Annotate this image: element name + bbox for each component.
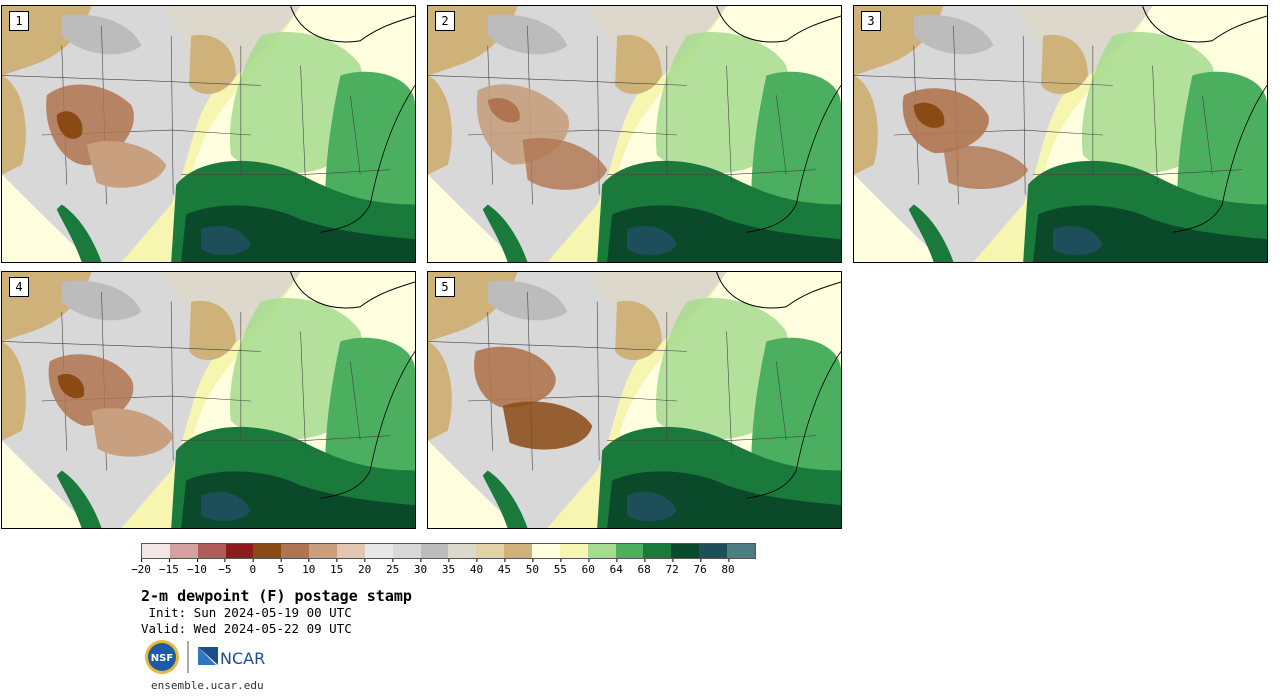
colorbar-tick-label: 5 xyxy=(277,559,285,576)
figure-title: 2-m dewpoint (F) postage stamp xyxy=(141,587,412,605)
colorbar-tick-label: 20 xyxy=(358,559,372,576)
colorbar-tick-label: 15 xyxy=(330,559,344,576)
colorbar-cell xyxy=(197,544,226,558)
colorbar-cell xyxy=(559,544,588,558)
colorbar-cell xyxy=(615,544,644,558)
colorbar-cell xyxy=(699,544,728,558)
colorbar-cell xyxy=(169,544,198,558)
colorbar-cell xyxy=(142,544,170,558)
website-link[interactable]: ensemble.ucar.edu xyxy=(151,679,264,692)
colorbar-tick-label: −20 xyxy=(131,559,151,576)
nsf-logo: NSF xyxy=(145,640,179,674)
colorbar-tick-label: 0 xyxy=(249,559,257,576)
colorbar-tick-label: 50 xyxy=(525,559,539,576)
colorbar-cell xyxy=(392,544,421,558)
ncar-logo-text: NCAR xyxy=(220,649,265,668)
colorbar-cell xyxy=(587,544,616,558)
colorbar-cell xyxy=(504,544,533,558)
colorbar-cell xyxy=(309,544,338,558)
colorbar-tick-label: −15 xyxy=(159,559,179,576)
colorbar-cell xyxy=(671,544,700,558)
init-time: Init: Sun 2024-05-19 00 UTC xyxy=(141,605,352,620)
colorbar-tick-label: 64 xyxy=(609,559,623,576)
postage-stamp-panel-5[interactable]: 5 xyxy=(427,271,842,529)
colorbar-tick-label: 76 xyxy=(693,559,707,576)
colorbar-tick-label: −10 xyxy=(186,559,207,576)
colorbar-cell xyxy=(643,544,672,558)
logos: NSF NCAR xyxy=(144,638,274,676)
colorbar-cell xyxy=(420,544,449,558)
panel-number: 2 xyxy=(435,11,455,31)
dewpoint-map-4 xyxy=(2,272,415,528)
colorbar xyxy=(141,543,756,559)
dewpoint-map-1 xyxy=(2,6,415,262)
colorbar-cell xyxy=(364,544,393,558)
colorbar-tick-label: 10 xyxy=(302,559,316,576)
colorbar-tick-label: 45 xyxy=(497,559,512,576)
dewpoint-map-2 xyxy=(428,6,841,262)
colorbar-tick-label: 80 xyxy=(721,559,735,576)
valid-time: Valid: Wed 2024-05-22 09 UTC xyxy=(141,621,352,636)
dewpoint-map-5 xyxy=(428,272,841,528)
colorbar-cell xyxy=(448,544,477,558)
colorbar-tick-label: 72 xyxy=(665,559,679,576)
colorbar-cell xyxy=(225,544,254,558)
ncar-logo: NCAR xyxy=(198,647,265,668)
colorbar-tick-label: 35 xyxy=(441,559,456,576)
colorbar-tick-labels: −20 −15 −10 −5 0 5 10 15 20 25 30 35 40 45 50 55 60 64 68 7… xyxy=(131,559,756,577)
colorbar-tick-label: 30 xyxy=(413,559,428,576)
dewpoint-map-3 xyxy=(854,6,1267,262)
postage-stamp-panel-1[interactable]: 1 xyxy=(1,5,416,263)
colorbar-cell xyxy=(727,544,755,558)
colorbar-cell xyxy=(337,544,365,558)
colorbar-tick-label: −5 xyxy=(218,559,232,576)
panel-number: 3 xyxy=(861,11,881,31)
colorbar-cell xyxy=(281,544,310,558)
postage-stamp-panel-3[interactable]: 3 xyxy=(853,5,1268,263)
colorbar-tick-label: 55 xyxy=(553,559,567,576)
colorbar-cell xyxy=(532,544,560,558)
panel-number: 5 xyxy=(435,277,455,297)
colorbar-tick-label: 25 xyxy=(385,559,400,576)
colorbar-tick-label: 60 xyxy=(581,559,595,576)
nsf-logo-text: NSF xyxy=(151,653,173,664)
postage-stamp-panel-4[interactable]: 4 xyxy=(1,271,416,529)
colorbar-cell xyxy=(476,544,505,558)
colorbar-tick-label: 40 xyxy=(469,559,484,576)
colorbar-cell xyxy=(253,544,282,558)
postage-stamp-panel-2[interactable]: 2 xyxy=(427,5,842,263)
panel-number: 1 xyxy=(9,11,29,31)
colorbar-tick-label: 68 xyxy=(637,559,651,576)
panel-number: 4 xyxy=(9,277,29,297)
